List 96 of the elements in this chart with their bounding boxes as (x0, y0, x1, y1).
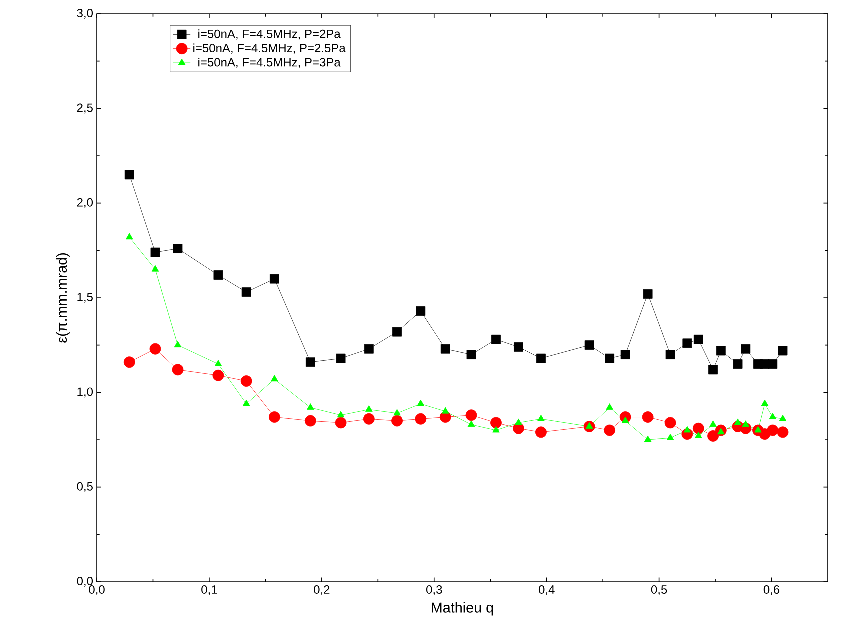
point (174, 341, 182, 348)
x-tick-label: 0,3 (426, 586, 442, 596)
x-tick-label: 0,0 (89, 586, 105, 596)
point (363, 413, 375, 425)
point (466, 410, 478, 422)
point (271, 375, 278, 382)
point (240, 376, 252, 387)
point (682, 338, 692, 348)
point (307, 404, 314, 410)
point (337, 411, 345, 418)
point (492, 334, 501, 344)
point (643, 290, 653, 299)
point (666, 434, 674, 440)
point (364, 344, 374, 354)
point (767, 424, 779, 436)
point (242, 288, 252, 298)
point (172, 364, 184, 376)
point (769, 413, 777, 420)
point (417, 400, 425, 406)
point (442, 407, 450, 414)
point (536, 354, 546, 364)
point (490, 417, 502, 429)
point (394, 409, 401, 416)
point (150, 248, 160, 258)
point (716, 346, 726, 356)
x-tick-label: 0,2 (314, 586, 330, 596)
point (392, 327, 402, 337)
point (304, 415, 316, 427)
point (741, 344, 751, 354)
point (644, 436, 652, 442)
point (440, 344, 450, 354)
y-tick-label: 3,0 (77, 9, 94, 19)
point (733, 360, 743, 369)
point (664, 417, 676, 429)
point (214, 270, 224, 280)
legend-label: i=50nA, F=4.5MHz, P=2Pa (198, 30, 341, 40)
point (536, 426, 547, 438)
point (604, 424, 616, 436)
point (620, 350, 630, 360)
y-tick-label: 1,5 (78, 293, 93, 303)
point (584, 340, 594, 350)
y-axis-title: ε(π.mm.mrad) (56, 254, 70, 343)
point (742, 420, 750, 428)
point (761, 400, 769, 406)
point (173, 244, 183, 254)
x-tick-label: 0,6 (764, 586, 780, 596)
point (466, 350, 476, 360)
point (336, 354, 346, 364)
point (416, 306, 426, 316)
point (708, 430, 719, 442)
point (666, 350, 676, 360)
x-tick-label: 0,4 (538, 586, 555, 596)
point (214, 360, 222, 366)
y-tick-label: 2,0 (77, 198, 94, 208)
y-tick-label: 2,5 (77, 104, 93, 114)
point (126, 233, 134, 240)
point (242, 400, 250, 406)
point (124, 356, 136, 368)
y-tick-label: 0,0 (77, 577, 94, 587)
point (365, 405, 373, 412)
point (779, 414, 787, 422)
point (606, 404, 614, 410)
point (268, 412, 280, 423)
legend-label: i=50nA, F=4.5MHz, P=2.5Pa (194, 44, 346, 54)
point (695, 432, 702, 438)
point (392, 415, 403, 427)
point (415, 413, 427, 425)
x-tick-label: 0,5 (651, 586, 668, 596)
point (734, 418, 742, 426)
point (768, 360, 778, 369)
x-tick-label: 0,1 (202, 586, 218, 596)
y-tick-label: 1,0 (78, 388, 94, 398)
point (152, 265, 160, 272)
point (710, 420, 717, 428)
point (694, 334, 704, 344)
point (468, 420, 476, 428)
x-axis-title: Mathieu q (432, 602, 494, 616)
point (642, 412, 654, 423)
legend-label: i=50nA, F=4.5MHz, P=3Pa (198, 58, 341, 68)
point (514, 342, 524, 352)
point (492, 426, 500, 433)
point (212, 370, 224, 382)
point (778, 346, 788, 356)
point (335, 417, 347, 429)
point (124, 170, 134, 180)
point (692, 422, 704, 434)
point (605, 354, 615, 364)
point (306, 358, 316, 368)
y-tick-label: 0,5 (77, 482, 93, 492)
point (538, 414, 545, 422)
point (777, 426, 789, 438)
point (270, 274, 280, 284)
point (708, 365, 718, 375)
point (684, 426, 692, 433)
point (150, 343, 162, 355)
point (515, 418, 522, 426)
